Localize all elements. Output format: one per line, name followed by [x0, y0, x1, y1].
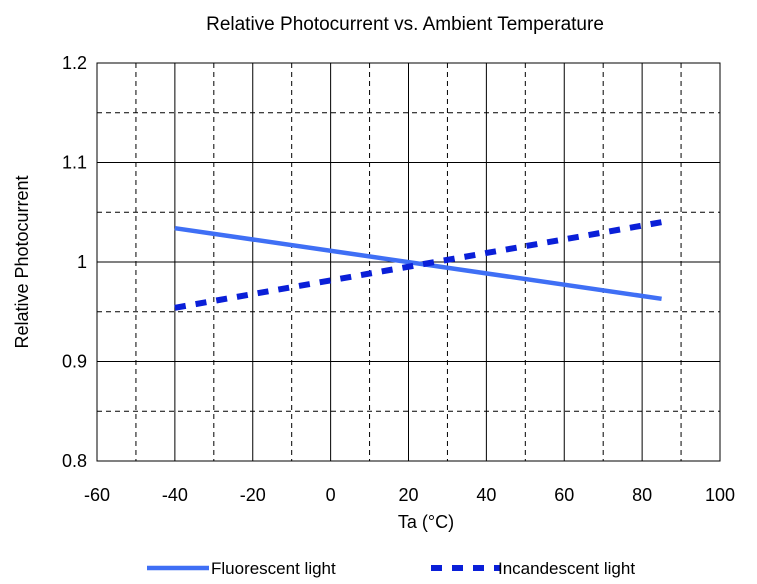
x-tick-label: 20: [398, 485, 418, 505]
grid: [97, 63, 720, 461]
x-tick-label: -60: [84, 485, 110, 505]
series-group: [174, 219, 663, 311]
y-tick-label: 1.1: [62, 153, 87, 173]
legend-label: Incandescent light: [498, 559, 635, 578]
x-tick-label: -20: [240, 485, 266, 505]
y-tick-labels: 0.8 0.9 1 1.1 1.2: [62, 53, 87, 471]
y-tick-label: 1.2: [62, 53, 87, 73]
x-tick-label: 100: [705, 485, 735, 505]
y-axis-title: Relative Photocurrent: [12, 175, 32, 348]
x-tick-label: 60: [554, 485, 574, 505]
legend: Fluorescent light Incandescent light: [147, 559, 635, 578]
plot-frame: [96, 62, 721, 462]
x-tick-label: -40: [162, 485, 188, 505]
series-line-fluorescent: [174, 225, 662, 302]
x-axis-title: Ta (°C): [398, 512, 454, 532]
y-tick-label: 0.9: [62, 352, 87, 372]
chart-title: Relative Photocurrent vs. Ambient Temper…: [206, 14, 604, 35]
y-tick-label: 0.8: [62, 451, 87, 471]
x-tick-label: 80: [632, 485, 652, 505]
legend-label: Fluorescent light: [211, 559, 336, 578]
y-tick-label: 1: [77, 252, 87, 272]
x-tick-label: 40: [476, 485, 496, 505]
x-tick-labels: -60 -40 -20 0 20 40 60 80 100: [84, 485, 735, 505]
x-tick-label: 0: [326, 485, 336, 505]
